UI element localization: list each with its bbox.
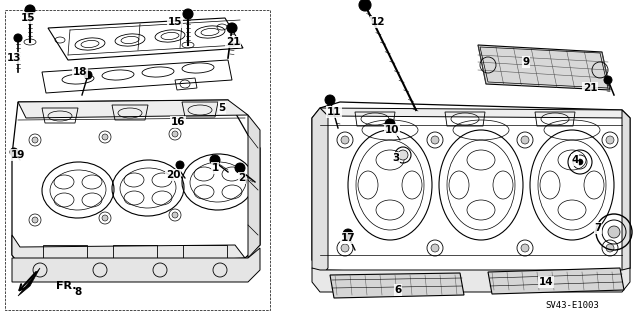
Ellipse shape (10, 148, 18, 156)
Text: 13: 13 (7, 53, 21, 63)
Circle shape (398, 150, 408, 160)
Text: 3: 3 (392, 153, 399, 163)
Text: 1: 1 (211, 163, 219, 173)
Circle shape (431, 136, 439, 144)
Circle shape (577, 159, 583, 165)
Ellipse shape (183, 9, 193, 19)
Circle shape (606, 244, 614, 252)
Ellipse shape (325, 95, 335, 105)
Polygon shape (320, 108, 630, 118)
Text: 8: 8 (74, 287, 82, 297)
Text: 4: 4 (572, 155, 579, 165)
Ellipse shape (210, 155, 220, 165)
Polygon shape (478, 45, 610, 90)
Polygon shape (622, 110, 630, 278)
Text: 16: 16 (171, 117, 185, 127)
Polygon shape (312, 268, 630, 292)
Text: 14: 14 (539, 277, 554, 287)
Text: SV43-E1003: SV43-E1003 (545, 301, 599, 310)
Ellipse shape (176, 161, 184, 169)
Polygon shape (248, 115, 260, 258)
Text: 15: 15 (20, 13, 35, 23)
Text: 10: 10 (385, 125, 399, 135)
Polygon shape (312, 108, 328, 278)
Text: 6: 6 (394, 285, 402, 295)
Text: 11: 11 (327, 107, 341, 117)
Text: 5: 5 (218, 103, 226, 113)
Circle shape (521, 136, 529, 144)
Polygon shape (12, 235, 245, 268)
Ellipse shape (227, 23, 237, 33)
Text: 2: 2 (238, 173, 246, 183)
Ellipse shape (14, 34, 22, 42)
Ellipse shape (604, 76, 612, 84)
Ellipse shape (235, 163, 245, 173)
Text: 21: 21 (226, 37, 240, 47)
Circle shape (102, 215, 108, 221)
Circle shape (521, 244, 529, 252)
Text: 15: 15 (168, 17, 182, 27)
Circle shape (32, 217, 38, 223)
Text: 18: 18 (73, 67, 87, 77)
Text: 20: 20 (166, 170, 180, 180)
Text: 9: 9 (522, 57, 529, 67)
Circle shape (172, 212, 178, 218)
Polygon shape (18, 268, 40, 296)
Ellipse shape (343, 229, 353, 239)
Ellipse shape (359, 0, 371, 11)
Ellipse shape (385, 119, 395, 129)
Circle shape (102, 134, 108, 140)
Text: 17: 17 (340, 233, 355, 243)
Circle shape (608, 226, 620, 238)
Text: 7: 7 (595, 223, 602, 233)
Text: 12: 12 (371, 17, 385, 27)
Polygon shape (488, 268, 624, 294)
Text: FR.: FR. (56, 281, 77, 291)
Circle shape (341, 244, 349, 252)
Circle shape (431, 244, 439, 252)
Ellipse shape (25, 5, 35, 15)
Circle shape (172, 131, 178, 137)
Polygon shape (330, 273, 464, 298)
Polygon shape (18, 100, 248, 118)
Text: 21: 21 (583, 83, 597, 93)
Ellipse shape (84, 71, 92, 79)
Text: 19: 19 (11, 150, 25, 160)
Polygon shape (12, 248, 260, 282)
Circle shape (606, 136, 614, 144)
Circle shape (32, 137, 38, 143)
Circle shape (341, 136, 349, 144)
